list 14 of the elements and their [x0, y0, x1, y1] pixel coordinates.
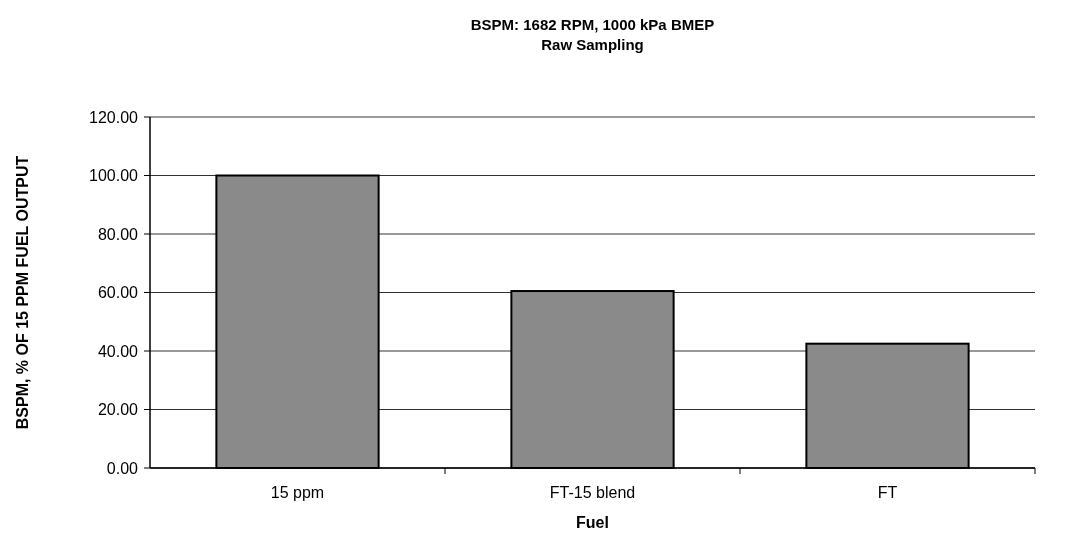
x-tick-label: FT — [877, 484, 898, 501]
y-tick-label: 80.00 — [97, 225, 139, 243]
x-tick-label: FT-15 blend — [549, 484, 636, 501]
y-tick-label: 0.00 — [106, 459, 139, 477]
y-tick-label: 100.00 — [89, 167, 139, 185]
y-tick-label: 120.00 — [89, 108, 139, 126]
x-axis-title: Fuel — [576, 514, 609, 531]
y-tick-label: 40.00 — [97, 342, 139, 360]
chart-subtitle: Raw Sampling — [541, 36, 644, 53]
y-axis-title: BSPM, % OF 15 PPM FUEL OUTPUT — [14, 155, 31, 430]
y-tick-label: 60.00 — [97, 284, 139, 302]
y-tick-label: 20.00 — [97, 401, 139, 419]
chart-title: BSPM: 1682 RPM, 1000 kPa BMEP — [470, 16, 715, 33]
x-tick-label: 15 ppm — [270, 484, 325, 501]
